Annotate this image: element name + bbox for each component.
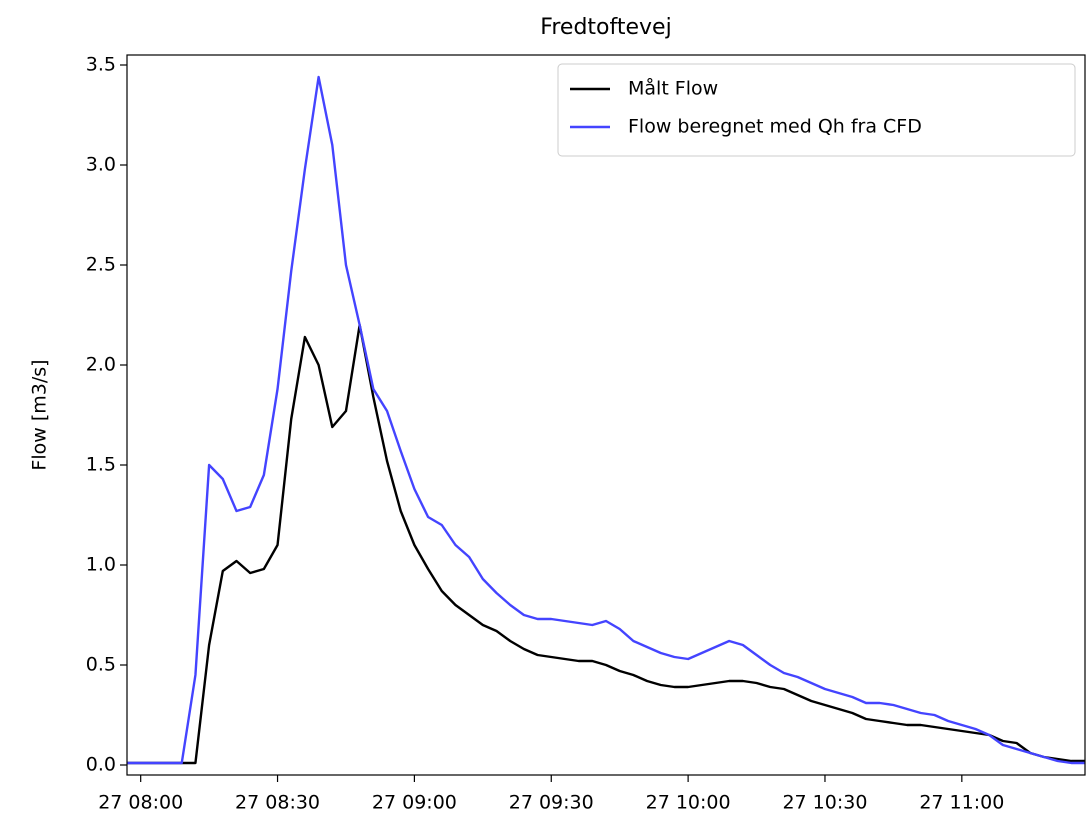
y-tick-label: 2.5 bbox=[86, 254, 116, 276]
legend-label: Flow beregnet med Qh fra CFD bbox=[628, 116, 922, 138]
plot-frame bbox=[126, 54, 1086, 776]
legend-box bbox=[557, 63, 1076, 157]
y-tick-label: 0.0 bbox=[86, 754, 116, 776]
chart-title: Fredtoftevej bbox=[540, 15, 671, 40]
x-tick-label: 27 08:30 bbox=[235, 792, 320, 814]
y-tick-label: 2.0 bbox=[86, 354, 116, 376]
x-tick-label: 27 09:30 bbox=[509, 792, 594, 814]
x-tick-label: 27 08:00 bbox=[98, 792, 183, 814]
x-tick-label: 27 11:00 bbox=[919, 792, 1004, 814]
line bbox=[127, 323, 1085, 765]
x-tick-label: 27 10:00 bbox=[646, 792, 731, 814]
legend-label: Målt Flow bbox=[628, 77, 718, 100]
line bbox=[127, 75, 1085, 765]
y-tick-label: 3.5 bbox=[86, 54, 116, 76]
y-tick-label: 0.5 bbox=[86, 654, 116, 676]
y-tick-label: 3.0 bbox=[86, 154, 116, 176]
y-axis-label: Flow [m3/s] bbox=[29, 359, 51, 470]
y-tick-label: 1.0 bbox=[86, 554, 116, 576]
x-tick-label: 27 10:30 bbox=[782, 792, 867, 814]
y-tick-label: 1.5 bbox=[86, 454, 116, 476]
x-tick-label: 27 09:00 bbox=[372, 792, 457, 814]
